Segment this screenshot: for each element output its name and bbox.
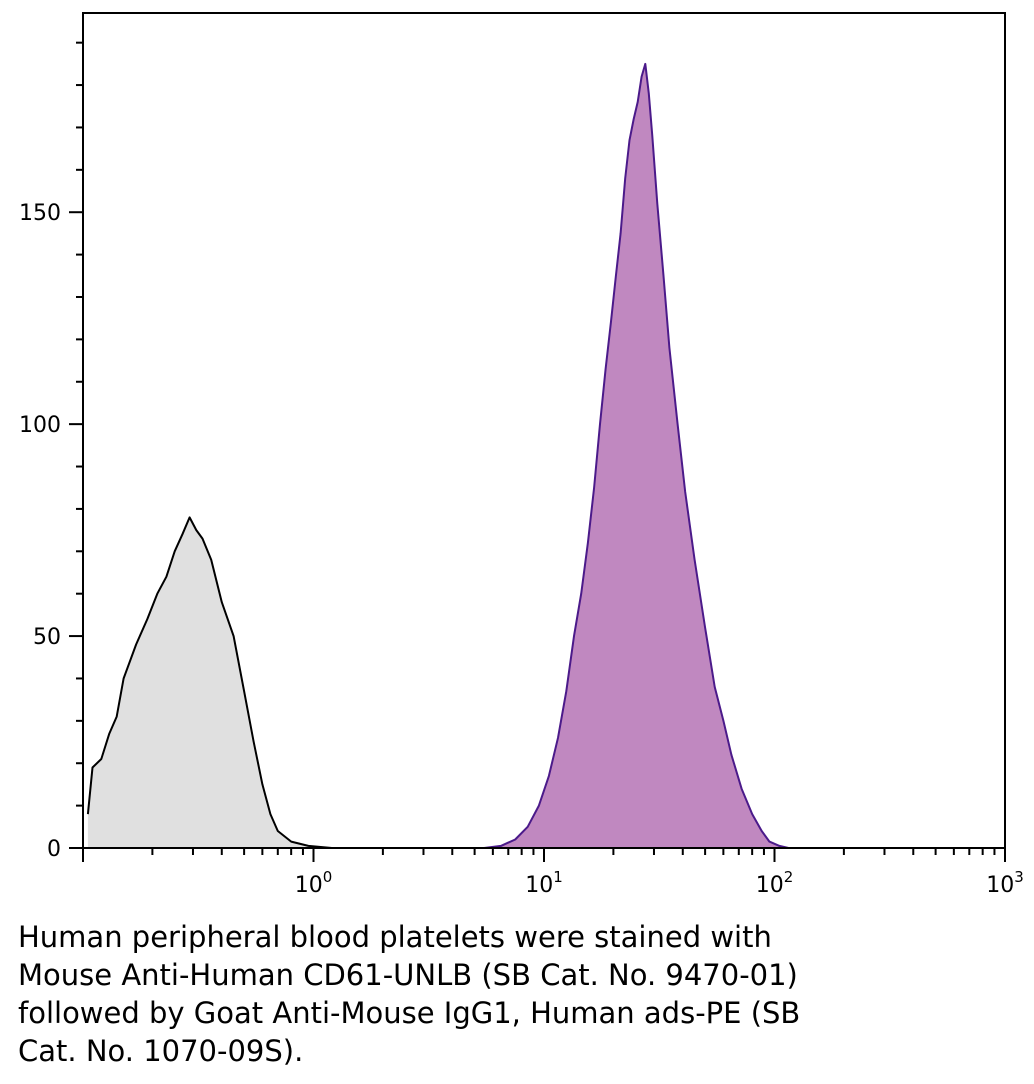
y-tick-label: 100 xyxy=(19,413,61,438)
figure-caption: Human peripheral blood platelets were st… xyxy=(18,918,1008,1070)
x-tick-label: 103 xyxy=(986,868,1024,898)
caption-line: Human peripheral blood platelets were st… xyxy=(18,920,772,954)
y-tick-label: 150 xyxy=(19,201,61,226)
x-tick-label: 102 xyxy=(756,868,794,898)
caption-line: Cat. No. 1070-09S). xyxy=(18,1034,304,1068)
series-area-1 xyxy=(484,63,789,848)
series-area-0 xyxy=(87,517,332,848)
caption-line: Mouse Anti-Human CD61-UNLB (SB Cat. No. … xyxy=(18,958,798,992)
y-tick-label: 50 xyxy=(33,625,61,650)
axis-layer: 0 50 100 150 100 101 102 103 xyxy=(19,41,1024,898)
caption-line: followed by Goat Anti-Mouse IgG1, Human … xyxy=(18,996,801,1030)
x-tick-label: 101 xyxy=(525,868,563,898)
series-layer xyxy=(86,62,789,849)
histogram-chart: 0 50 100 150 100 101 102 103 xyxy=(19,12,1024,898)
y-tick-label: 0 xyxy=(47,837,61,862)
x-tick-label: 100 xyxy=(295,868,333,898)
series-line-0 xyxy=(86,516,332,849)
series-line-1 xyxy=(484,62,789,849)
